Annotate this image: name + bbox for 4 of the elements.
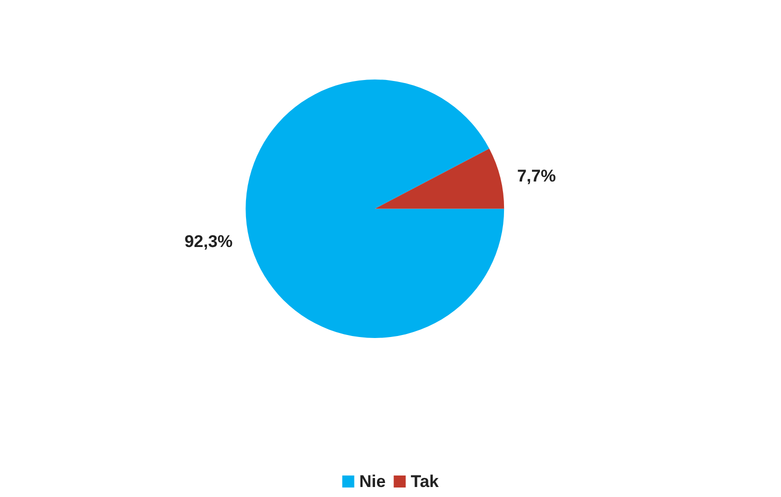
legend-label: Tak: [410, 472, 440, 491]
legend-label: Nie: [359, 472, 386, 491]
data-label: 92,3%: [184, 232, 233, 252]
data-label: 7,7%: [517, 166, 556, 186]
